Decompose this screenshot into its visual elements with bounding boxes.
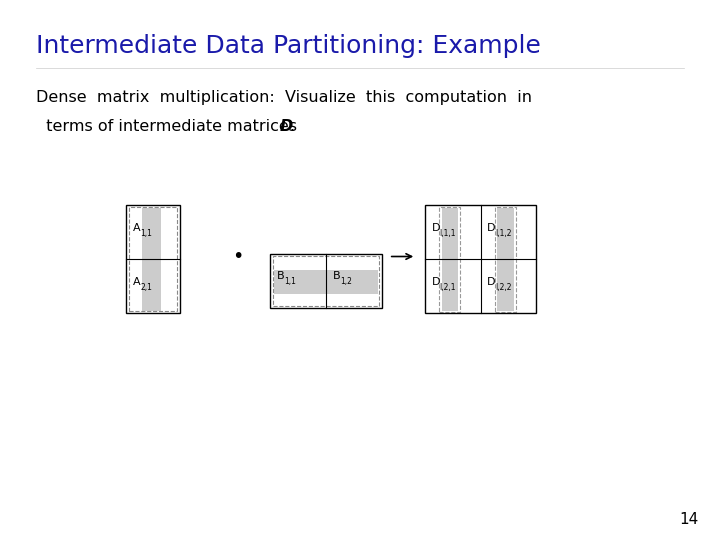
- Text: l,1,2: l,1,2: [495, 229, 512, 238]
- Text: B: B: [276, 272, 284, 281]
- Text: D: D: [279, 119, 292, 134]
- Text: 1,1: 1,1: [284, 278, 297, 286]
- Text: A: A: [132, 277, 140, 287]
- Text: l,2,1: l,2,1: [439, 283, 456, 292]
- Text: Intermediate Data Partitioning: Example: Intermediate Data Partitioning: Example: [36, 34, 541, 58]
- Text: 14: 14: [679, 511, 698, 526]
- Bar: [270, 254, 382, 308]
- Bar: [273, 256, 379, 306]
- Bar: [498, 208, 514, 310]
- Bar: [274, 270, 378, 294]
- Text: .: .: [289, 119, 294, 134]
- Text: D: D: [431, 277, 440, 287]
- Text: B: B: [333, 272, 340, 281]
- Text: l,2,2: l,2,2: [495, 283, 512, 292]
- Text: D: D: [487, 277, 496, 287]
- Bar: [126, 205, 180, 313]
- Bar: [142, 208, 161, 310]
- Text: •: •: [232, 247, 243, 266]
- Bar: [441, 208, 458, 310]
- Text: 1,1: 1,1: [140, 229, 152, 238]
- Text: Dense  matrix  multiplication:  Visualize  this  computation  in: Dense matrix multiplication: Visualize t…: [36, 90, 532, 105]
- Text: l,1,1: l,1,1: [439, 229, 456, 238]
- Text: terms of intermediate matrices: terms of intermediate matrices: [36, 119, 307, 134]
- Text: D: D: [487, 223, 496, 233]
- Bar: [425, 205, 536, 313]
- Bar: [439, 207, 461, 312]
- Text: 2,1: 2,1: [140, 283, 152, 292]
- Bar: [129, 207, 177, 311]
- Text: 1,2: 1,2: [341, 278, 352, 286]
- Bar: [495, 207, 516, 312]
- Text: A: A: [132, 223, 140, 233]
- Text: D: D: [431, 223, 440, 233]
